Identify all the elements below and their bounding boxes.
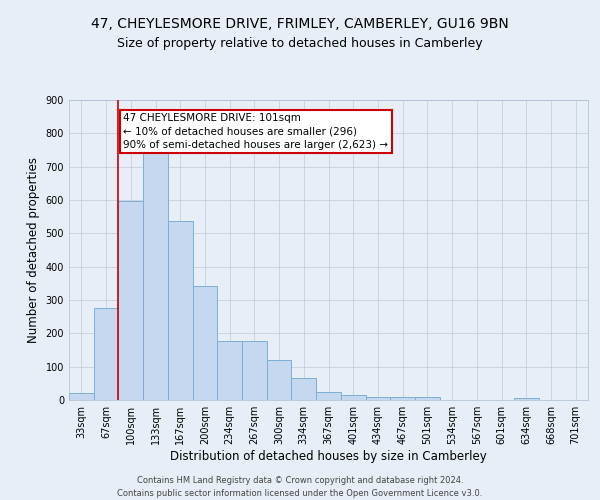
X-axis label: Distribution of detached houses by size in Camberley: Distribution of detached houses by size … xyxy=(170,450,487,463)
Bar xyxy=(242,340,267,400)
Bar xyxy=(168,221,193,400)
Text: Contains HM Land Registry data © Crown copyright and database right 2024.
Contai: Contains HM Land Registry data © Crown c… xyxy=(118,476,482,498)
Bar xyxy=(94,308,118,400)
Bar xyxy=(292,378,316,400)
Bar xyxy=(365,396,390,400)
Text: Size of property relative to detached houses in Camberley: Size of property relative to detached ho… xyxy=(117,38,483,51)
Text: 47, CHEYLESMORE DRIVE, FRIMLEY, CAMBERLEY, GU16 9BN: 47, CHEYLESMORE DRIVE, FRIMLEY, CAMBERLE… xyxy=(91,18,509,32)
Bar xyxy=(415,398,440,400)
Bar xyxy=(217,340,242,400)
Text: 47 CHEYLESMORE DRIVE: 101sqm
← 10% of detached houses are smaller (296)
90% of s: 47 CHEYLESMORE DRIVE: 101sqm ← 10% of de… xyxy=(124,114,388,150)
Bar xyxy=(193,286,217,400)
Bar xyxy=(118,202,143,400)
Y-axis label: Number of detached properties: Number of detached properties xyxy=(27,157,40,343)
Bar xyxy=(316,392,341,400)
Bar xyxy=(267,360,292,400)
Bar xyxy=(69,392,94,400)
Bar xyxy=(390,398,415,400)
Bar xyxy=(143,152,168,400)
Bar xyxy=(341,395,365,400)
Bar xyxy=(514,398,539,400)
